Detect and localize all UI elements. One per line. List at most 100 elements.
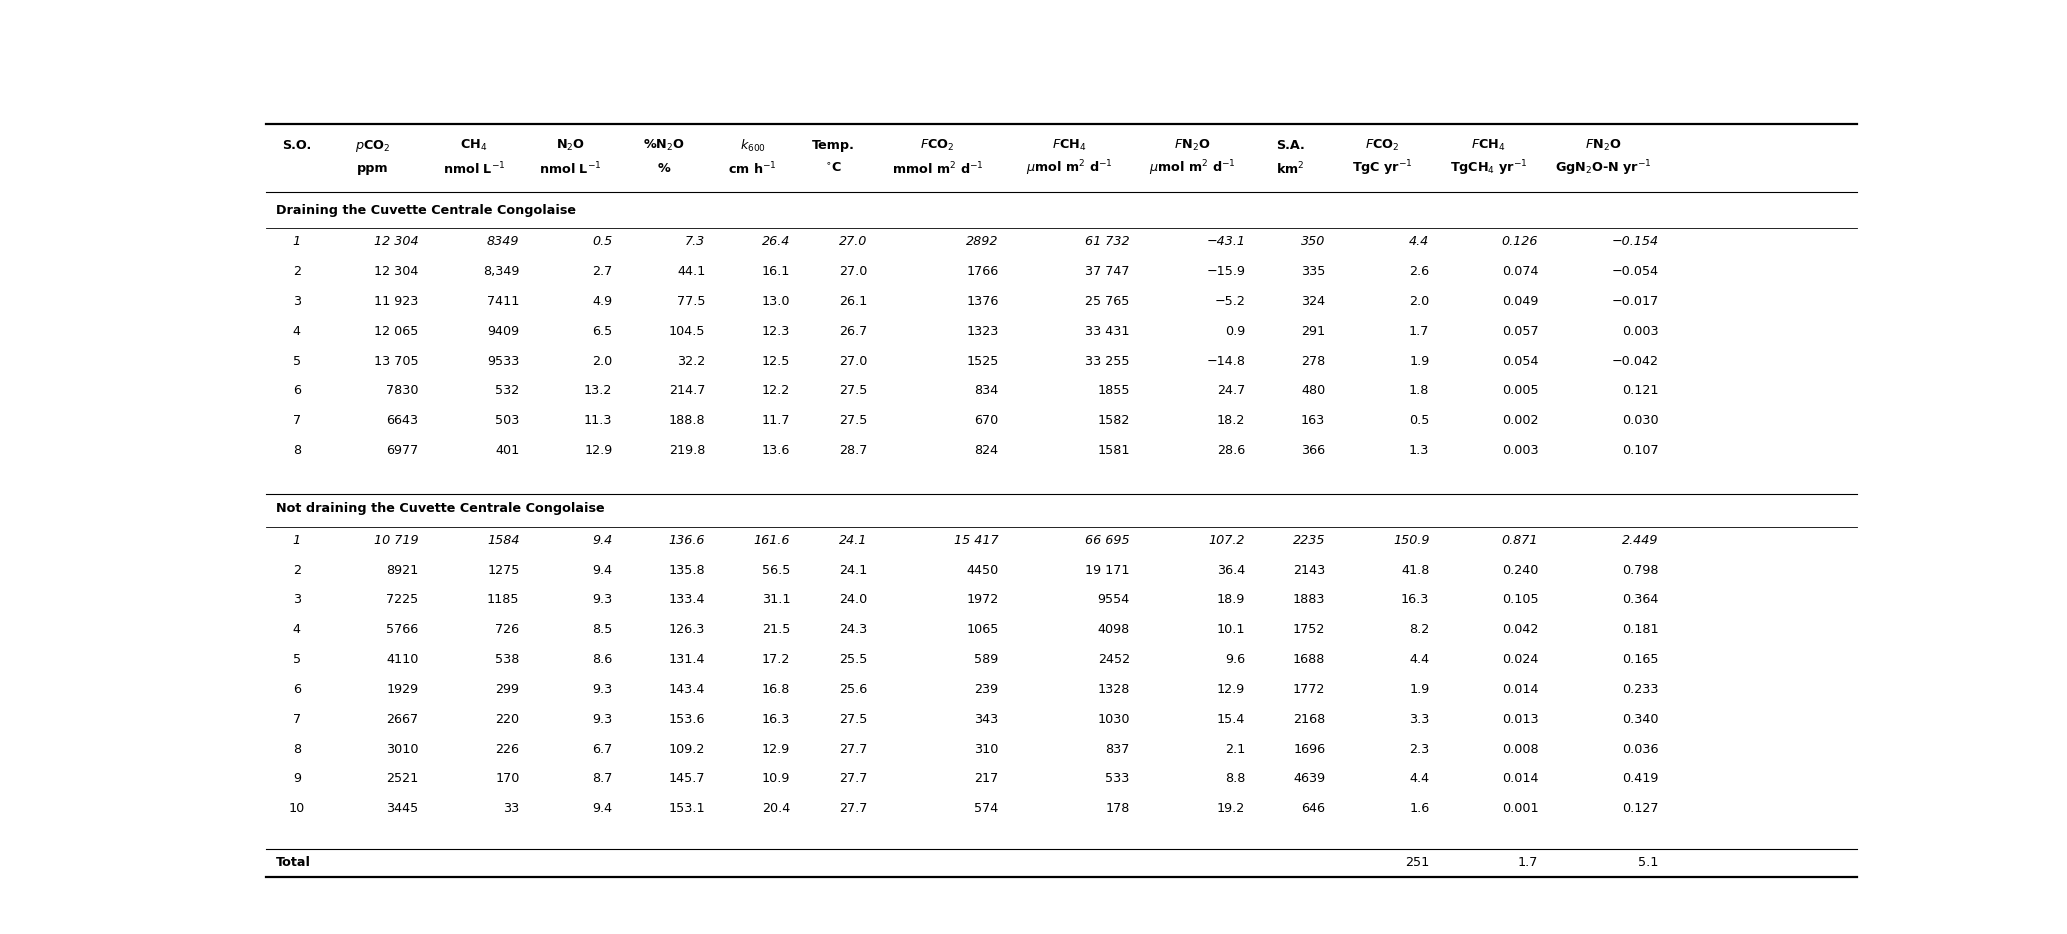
Text: 3: 3 [294,593,302,606]
Text: 27.0: 27.0 [839,355,868,368]
Text: 0.003: 0.003 [1623,325,1658,338]
Text: CH$_4$: CH$_4$ [461,138,488,153]
Text: 0.013: 0.013 [1503,713,1538,726]
Text: 834: 834 [974,385,998,398]
Text: 1.8: 1.8 [1410,385,1430,398]
Text: 13.6: 13.6 [763,445,790,457]
Text: 25.6: 25.6 [839,683,868,696]
Text: 170: 170 [496,772,519,785]
Text: 226: 226 [496,743,519,756]
Text: 1.9: 1.9 [1410,355,1430,368]
Text: 8349: 8349 [488,235,519,248]
Text: 0.121: 0.121 [1623,385,1658,398]
Text: nmol L$^{-1}$: nmol L$^{-1}$ [442,161,504,177]
Text: 0.127: 0.127 [1623,802,1658,815]
Text: 0.798: 0.798 [1623,563,1658,576]
Text: 21.5: 21.5 [763,623,790,636]
Text: 480: 480 [1300,385,1325,398]
Text: 291: 291 [1300,325,1325,338]
Text: 24.7: 24.7 [1217,385,1244,398]
Text: 1582: 1582 [1098,415,1131,427]
Text: 136.6: 136.6 [670,533,705,546]
Text: $\mu$mol m$^{2}$ d$^{-1}$: $\mu$mol m$^{2}$ d$^{-1}$ [1149,159,1236,178]
Text: 5766: 5766 [387,623,418,636]
Text: 24.1: 24.1 [839,533,868,546]
Text: 4.9: 4.9 [593,295,612,308]
Text: 1376: 1376 [965,295,998,308]
Text: GgN$_2$O-N yr$^{-1}$: GgN$_2$O-N yr$^{-1}$ [1554,159,1652,178]
Text: 2168: 2168 [1294,713,1325,726]
Text: 31.1: 31.1 [763,593,790,606]
Text: 335: 335 [1300,265,1325,278]
Text: 589: 589 [974,653,998,666]
Text: 2.0: 2.0 [1410,295,1430,308]
Text: 0.054: 0.054 [1503,355,1538,368]
Text: −43.1: −43.1 [1207,235,1244,248]
Text: 32.2: 32.2 [678,355,705,368]
Text: 27.5: 27.5 [839,415,868,427]
Text: 56.5: 56.5 [763,563,790,576]
Text: 1855: 1855 [1098,385,1131,398]
Text: 1972: 1972 [965,593,998,606]
Text: 0.014: 0.014 [1503,683,1538,696]
Text: 4110: 4110 [387,653,418,666]
Text: 16.3: 16.3 [1401,593,1430,606]
Text: 1030: 1030 [1098,713,1131,726]
Text: 27.5: 27.5 [839,385,868,398]
Text: 107.2: 107.2 [1209,533,1244,546]
Text: 0.005: 0.005 [1503,385,1538,398]
Text: 9.3: 9.3 [591,593,612,606]
Text: $^{\circ}$C: $^{\circ}$C [825,162,841,176]
Text: 2235: 2235 [1292,533,1325,546]
Text: 1696: 1696 [1294,743,1325,756]
Text: 0.002: 0.002 [1503,415,1538,427]
Text: 299: 299 [496,683,519,696]
Text: Temp.: Temp. [812,139,856,152]
Text: 36.4: 36.4 [1217,563,1244,576]
Text: 214.7: 214.7 [670,385,705,398]
Text: 28.7: 28.7 [839,445,868,457]
Text: 6643: 6643 [387,415,418,427]
Text: −0.054: −0.054 [1612,265,1658,278]
Text: 0.340: 0.340 [1623,713,1658,726]
Text: 0.107: 0.107 [1623,445,1658,457]
Text: 5.1: 5.1 [1637,856,1658,869]
Text: 161.6: 161.6 [754,533,790,546]
Text: 4639: 4639 [1294,772,1325,785]
Text: 153.6: 153.6 [670,713,705,726]
Text: %N$_2$O: %N$_2$O [643,138,684,153]
Text: 2: 2 [294,265,302,278]
Text: 3.3: 3.3 [1410,713,1430,726]
Text: 2: 2 [294,563,302,576]
Text: −0.042: −0.042 [1612,355,1658,368]
Text: 6977: 6977 [387,445,418,457]
Text: 9: 9 [294,772,302,785]
Text: 2521: 2521 [387,772,418,785]
Text: 18.2: 18.2 [1217,415,1244,427]
Text: 343: 343 [974,713,998,726]
Text: 4.4: 4.4 [1410,772,1430,785]
Text: 1525: 1525 [965,355,998,368]
Text: 7830: 7830 [387,385,418,398]
Text: 109.2: 109.2 [670,743,705,756]
Text: 12.3: 12.3 [763,325,790,338]
Text: 0.105: 0.105 [1503,593,1538,606]
Text: 9.3: 9.3 [591,683,612,696]
Text: $k_{600}$: $k_{600}$ [740,137,765,154]
Text: 77.5: 77.5 [676,295,705,308]
Text: 574: 574 [974,802,998,815]
Text: 33 255: 33 255 [1085,355,1131,368]
Text: 163: 163 [1300,415,1325,427]
Text: 24.1: 24.1 [839,563,868,576]
Text: 837: 837 [1106,743,1131,756]
Text: −0.017: −0.017 [1610,295,1658,308]
Text: 0.049: 0.049 [1503,295,1538,308]
Text: 0.001: 0.001 [1503,802,1538,815]
Text: 1688: 1688 [1292,653,1325,666]
Text: 1772: 1772 [1292,683,1325,696]
Text: 4450: 4450 [965,563,998,576]
Text: 9.3: 9.3 [591,713,612,726]
Text: 0.181: 0.181 [1623,623,1658,636]
Text: 188.8: 188.8 [670,415,705,427]
Text: 33: 33 [502,802,519,815]
